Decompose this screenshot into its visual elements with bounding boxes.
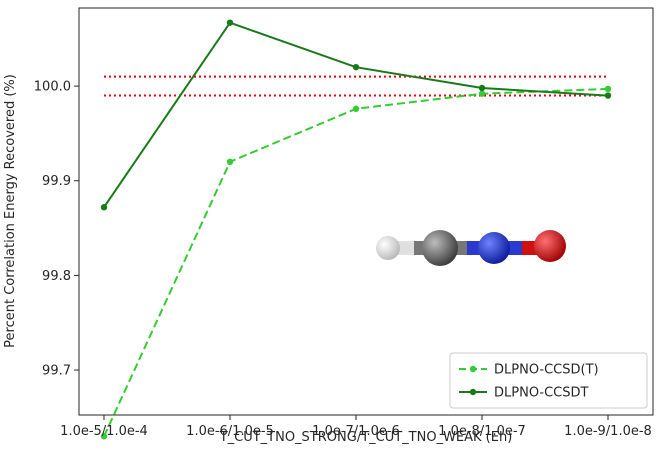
x-axis-label: T_CUT_TNO_STRONG/T_CUT_TNO_WEAK (Eh) — [219, 430, 513, 445]
x-tick-label: 1.0e-8/1.0e-7 — [438, 424, 526, 439]
data-point-s0-0 — [100, 433, 108, 440]
legend-box — [449, 352, 648, 409]
data-point-s1-0 — [100, 204, 108, 211]
series-line-1 — [103, 21, 609, 208]
data-point-s0-3 — [478, 90, 486, 97]
data-point-s1-3 — [478, 84, 486, 92]
molecule-hcno-image — [376, 230, 566, 266]
x-axis-ticks: 1.0e-5/1.0e-4 1.0e-6/1.0e-5 1.0e-7/1.0e-6 1… — [60, 415, 652, 439]
series-layer — [100, 19, 612, 440]
data-point-s0-2 — [352, 105, 360, 113]
legend-marker-ccsdt — [469, 388, 477, 396]
y-tick-label: 99.8 — [42, 269, 71, 284]
y-tick-label: 99.7 — [42, 364, 71, 379]
data-point-s1-1 — [226, 19, 234, 26]
plot-area-frame — [78, 7, 654, 416]
x-tick-label: 1.0e-6/1.0e-5 — [186, 424, 274, 439]
atom-nitrogen — [478, 232, 510, 264]
data-point-s1-4 — [604, 92, 612, 99]
legend-label-ccsdt: DLPNO-CCSDT — [494, 386, 589, 401]
reference-lines — [104, 75, 608, 97]
y-axis-ticks: 99.7 99.8 99.9 100.0 — [34, 80, 79, 379]
x-tick-label: 1.0e-5/1.0e-4 — [60, 424, 148, 439]
legend-marker-ccsd-t — [469, 365, 477, 373]
data-point-s0-4 — [604, 85, 612, 93]
x-tick-label: 1.0e-9/1.0e-8 — [564, 424, 652, 439]
y-tick-label: 100.0 — [34, 80, 71, 95]
atom-oxygen — [534, 230, 566, 262]
y-axis-label: Percent Correlation Energy Recovered (%) — [3, 74, 18, 348]
y-tick-label: 99.9 — [42, 174, 71, 189]
legend: DLPNO-CCSD(T) DLPNO-CCSDT — [449, 352, 648, 409]
data-point-s1-2 — [352, 63, 360, 71]
atom-carbon — [422, 230, 458, 266]
legend-label-ccsd-t: DLPNO-CCSD(T) — [494, 363, 599, 378]
atom-hydrogen — [376, 236, 400, 260]
data-point-s0-1 — [226, 158, 234, 166]
x-tick-label: 1.0e-7/1.0e-6 — [312, 424, 400, 439]
